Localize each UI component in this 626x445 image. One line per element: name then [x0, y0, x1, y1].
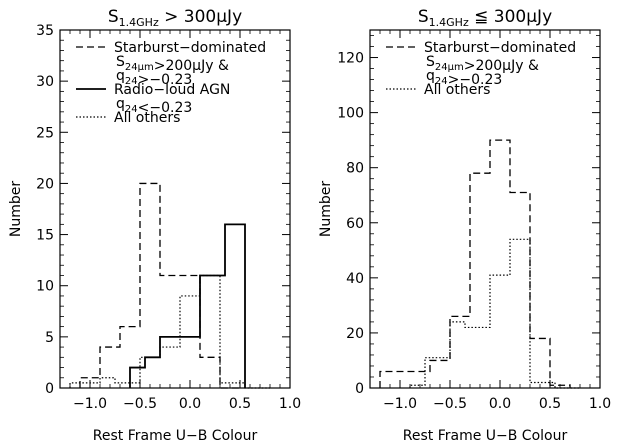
x-tick-label: −1.0 — [383, 396, 417, 412]
legend-subscript: 24μm — [435, 62, 464, 73]
histogram-dotted — [409, 238, 580, 389]
histogram-dashed — [79, 182, 240, 389]
legend-label: Radio−loud AGN — [114, 82, 230, 98]
panel-2: −1.0 −0.5 0.0 0.5 1.0 0 20 40 60 80 100 120 Rest Fra… — [318, 7, 611, 444]
y-tick-label: 20 — [36, 176, 54, 192]
legend-text-part: q — [426, 68, 435, 84]
histogram-dashed — [379, 139, 571, 388]
x-tick-label: 0.0 — [179, 396, 201, 412]
x-tick-label: −1.0 — [73, 396, 107, 412]
legend-text-part: Starburst−dominated — [424, 40, 576, 56]
y-axis-label: Number — [318, 181, 334, 237]
y-tick-label: 80 — [346, 161, 364, 177]
legend-text-part: q — [116, 68, 125, 84]
x-axis-label: Rest Frame U−B Colour — [403, 428, 568, 444]
y-axis-label: Number — [8, 181, 24, 237]
panel-title-rest: ≦ 300μJy — [469, 7, 552, 27]
x-axis-label: Rest Frame U−B Colour — [93, 428, 258, 444]
legend-text-part: q — [116, 96, 125, 112]
legend-text-part: >200μJy & — [154, 58, 229, 74]
y-tick-label: 60 — [346, 216, 364, 232]
panel-title-subscript: 1.4GHz — [429, 16, 469, 29]
y-tick-label: 5 — [45, 330, 54, 346]
legend-label: S24μm>200μJy & — [116, 54, 229, 74]
legend-label: q24>−0.23 — [116, 68, 192, 88]
legend-text-part: All others — [114, 110, 180, 126]
legend-text-part: Radio−loud AGN — [114, 82, 230, 98]
legend-label: q24>−0.23 — [426, 68, 502, 88]
x-tick-label: 0.0 — [489, 396, 511, 412]
legend-text-part: S — [116, 54, 125, 70]
y-tick-label: 15 — [36, 228, 54, 244]
y-tick-label: 20 — [346, 326, 364, 342]
y-tick-label: 40 — [346, 271, 364, 287]
legend-label: S24μm>200μJy & — [426, 54, 539, 74]
y-tick-label: 25 — [36, 125, 54, 141]
panel-title: S1.4GHz ≦ 300μJy — [418, 7, 552, 29]
histogram-dotted — [69, 274, 270, 389]
legend-text-part: Starburst−dominated — [114, 40, 266, 56]
x-tick-label: −0.5 — [123, 396, 157, 412]
y-tick-label: 0 — [355, 381, 364, 397]
legend-label: q24<−0.23 — [116, 96, 192, 116]
y-tick-label: 100 — [337, 106, 364, 122]
y-tick-label: 30 — [36, 74, 54, 90]
panel-title-rest: > 300μJy — [159, 7, 242, 27]
legend-text-part: >−0.23 — [448, 72, 503, 88]
legend-subscript: 24 — [125, 104, 138, 115]
legend-label: Starburst−dominated — [424, 40, 576, 56]
y-tick-label: 10 — [36, 279, 54, 295]
legend-subscript: 24 — [125, 76, 138, 87]
x-tick-label: 1.0 — [279, 396, 301, 412]
legend-label: All others — [424, 82, 490, 98]
legend-text-part: >200μJy & — [464, 58, 539, 74]
legend-label: All others — [114, 110, 180, 126]
y-tick-label: 35 — [36, 23, 54, 39]
panel-title-subscript: 1.4GHz — [119, 16, 159, 29]
histogram-solid — [129, 223, 246, 388]
legend-text-part: >−0.23 — [138, 72, 193, 88]
plot-frame — [369, 29, 601, 389]
legend-text-part: All others — [424, 82, 490, 98]
y-tick-label: 0 — [45, 381, 54, 397]
x-tick-label: 0.5 — [539, 396, 561, 412]
panel-title: S1.4GHz > 300μJy — [108, 7, 242, 29]
legend-text-part: <−0.23 — [138, 100, 193, 116]
x-tick-label: 1.0 — [589, 396, 611, 412]
legend-subscript: 24 — [435, 76, 448, 87]
x-tick-label: 0.5 — [229, 396, 251, 412]
y-tick-label: 120 — [337, 51, 364, 67]
panel-title-main: S — [418, 7, 429, 27]
panel-title-main: S — [108, 7, 119, 27]
legend-text-part: S — [426, 54, 435, 70]
panel-1: −1.0 −0.5 0.0 0.5 1.0 0 5 10 15 20 25 30 35 Rest Fram… — [8, 7, 301, 444]
plot-frame — [59, 29, 291, 389]
legend-subscript: 24μm — [125, 62, 154, 73]
legend-label: Starburst−dominated — [114, 40, 266, 56]
x-tick-label: −0.5 — [433, 396, 467, 412]
